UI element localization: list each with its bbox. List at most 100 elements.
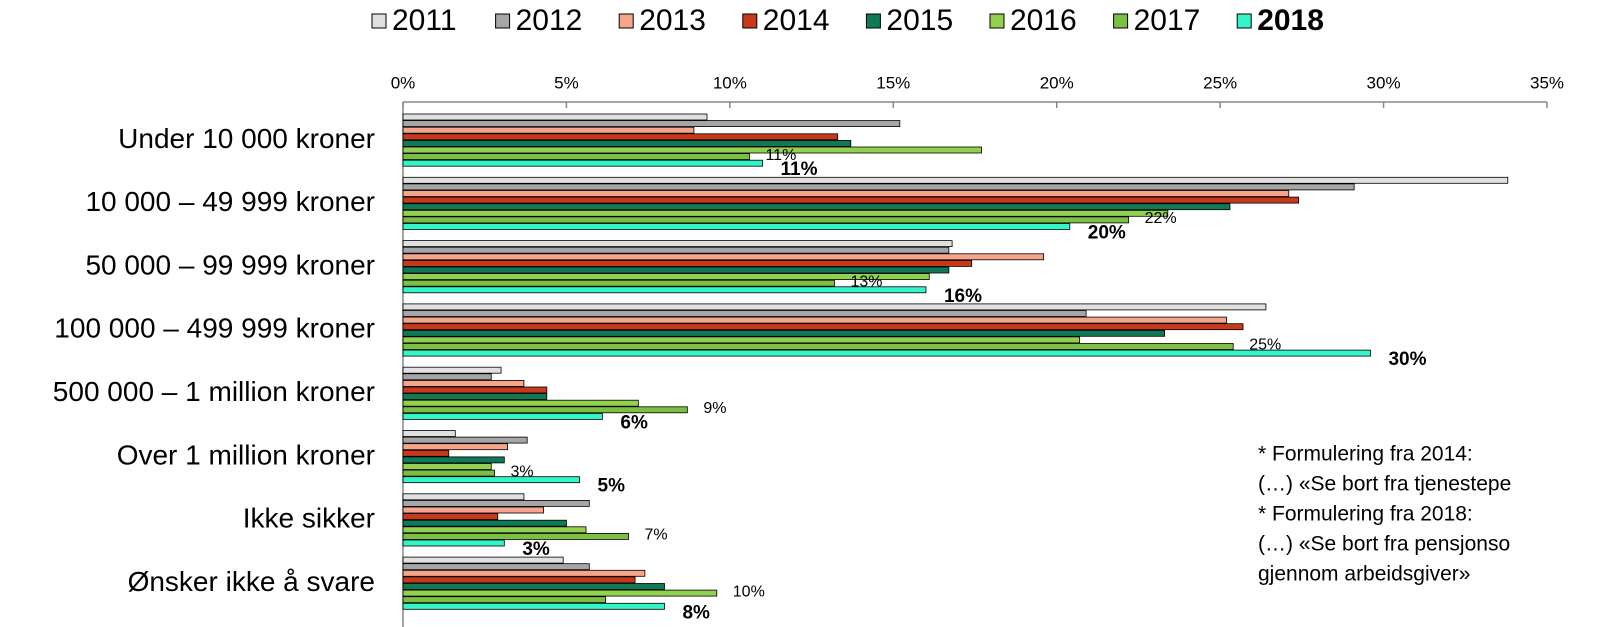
data-label: 3% <box>522 539 550 560</box>
bar <box>402 526 587 534</box>
x-tick-label: 35% <box>1530 73 1564 92</box>
bar <box>402 589 718 597</box>
data-label: 8% <box>682 602 710 623</box>
bar <box>402 576 636 584</box>
bar <box>402 539 505 547</box>
bar <box>402 133 839 141</box>
bar <box>402 506 544 514</box>
bar <box>402 303 1267 311</box>
data-label: 13% <box>850 273 882 290</box>
bar <box>402 273 930 281</box>
bar <box>402 343 1234 350</box>
bar <box>402 436 528 444</box>
legend-label: 2016 <box>1010 4 1077 37</box>
data-label: 3% <box>511 463 534 480</box>
bar <box>402 240 953 248</box>
bar <box>402 569 646 577</box>
bar <box>402 393 548 401</box>
data-label: 5% <box>598 476 626 497</box>
legend-label: 2015 <box>886 4 953 37</box>
category-label: 10 000 – 49 999 kroner <box>85 186 375 217</box>
bar <box>402 476 580 484</box>
data-label: 16% <box>944 286 982 307</box>
data-label: 22% <box>1145 210 1177 227</box>
bar <box>402 533 629 540</box>
bar <box>402 286 927 294</box>
bar <box>402 563 590 571</box>
data-label: 25% <box>1249 337 1281 354</box>
bar <box>402 139 852 147</box>
bar <box>402 456 505 464</box>
bar <box>402 203 1231 211</box>
annotation: gjennom arbeidsgiver» <box>1258 563 1470 586</box>
bar <box>402 366 502 374</box>
x-tick-label: 15% <box>876 73 910 92</box>
data-label: 11% <box>765 147 796 164</box>
bar <box>402 556 564 564</box>
bar <box>402 190 1290 197</box>
bar <box>402 176 1509 184</box>
bar <box>402 349 1371 357</box>
bar <box>402 373 492 381</box>
bar <box>402 519 567 527</box>
x-tick-label: 5% <box>554 73 579 92</box>
bar <box>402 596 607 604</box>
bar <box>402 499 590 507</box>
x-tick-label: 20% <box>1040 73 1074 92</box>
legend-swatch <box>618 13 634 29</box>
data-label: 11% <box>781 159 818 180</box>
category-label: 500 000 – 1 million kroner <box>53 376 375 407</box>
data-label: 20% <box>1088 223 1126 244</box>
data-label: 7% <box>645 527 668 544</box>
bar <box>402 449 450 457</box>
data-label: 30% <box>1388 349 1426 370</box>
bar <box>402 113 708 121</box>
bar <box>402 329 1165 337</box>
bar <box>402 153 750 161</box>
bar <box>402 513 499 520</box>
bar <box>402 316 1228 324</box>
bar <box>402 443 508 451</box>
x-tick-label: 0% <box>391 73 416 92</box>
bar <box>402 386 548 394</box>
annotation: * Formulering fra 2014: <box>1258 443 1473 466</box>
bar <box>402 379 525 387</box>
legend-swatch <box>989 13 1005 29</box>
bar <box>402 399 639 407</box>
category-label: 50 000 – 99 999 kroner <box>85 249 375 280</box>
bar <box>402 602 665 610</box>
bar <box>402 223 1071 230</box>
data-label: 10% <box>733 583 765 600</box>
legend-swatch <box>1113 13 1129 29</box>
bar <box>402 183 1355 191</box>
bar <box>402 209 1169 217</box>
legend-swatch <box>371 13 387 29</box>
bar <box>402 323 1244 331</box>
legend-label: 2018 <box>1257 4 1324 37</box>
data-label: 6% <box>620 412 648 433</box>
bar <box>402 310 1087 317</box>
bar <box>402 196 1299 204</box>
legend-label: 2012 <box>516 4 583 37</box>
bar <box>402 430 456 437</box>
annotation: (…) «Se bort fra tjenestepe <box>1258 473 1511 496</box>
x-tick-label: 30% <box>1367 73 1401 92</box>
legend-swatch <box>1236 13 1252 29</box>
data-label: 9% <box>703 400 726 417</box>
bar <box>402 159 763 167</box>
bar <box>402 259 973 267</box>
legend-label: 2014 <box>763 4 830 37</box>
bar <box>402 146 982 154</box>
bar <box>402 412 603 420</box>
bar <box>402 120 901 127</box>
legend-swatch <box>742 13 758 29</box>
bar <box>402 216 1130 224</box>
bar <box>402 463 492 470</box>
bar <box>402 469 495 477</box>
category-label: 100 000 – 499 999 kroner <box>54 313 375 344</box>
legend-label: 2011 <box>392 4 457 37</box>
bar <box>402 253 1045 261</box>
category-label: Ønsker ikke å svare <box>128 566 375 597</box>
annotation: * Formulering fra 2018: <box>1258 503 1473 526</box>
category-label: Ikke sikker <box>243 503 375 534</box>
